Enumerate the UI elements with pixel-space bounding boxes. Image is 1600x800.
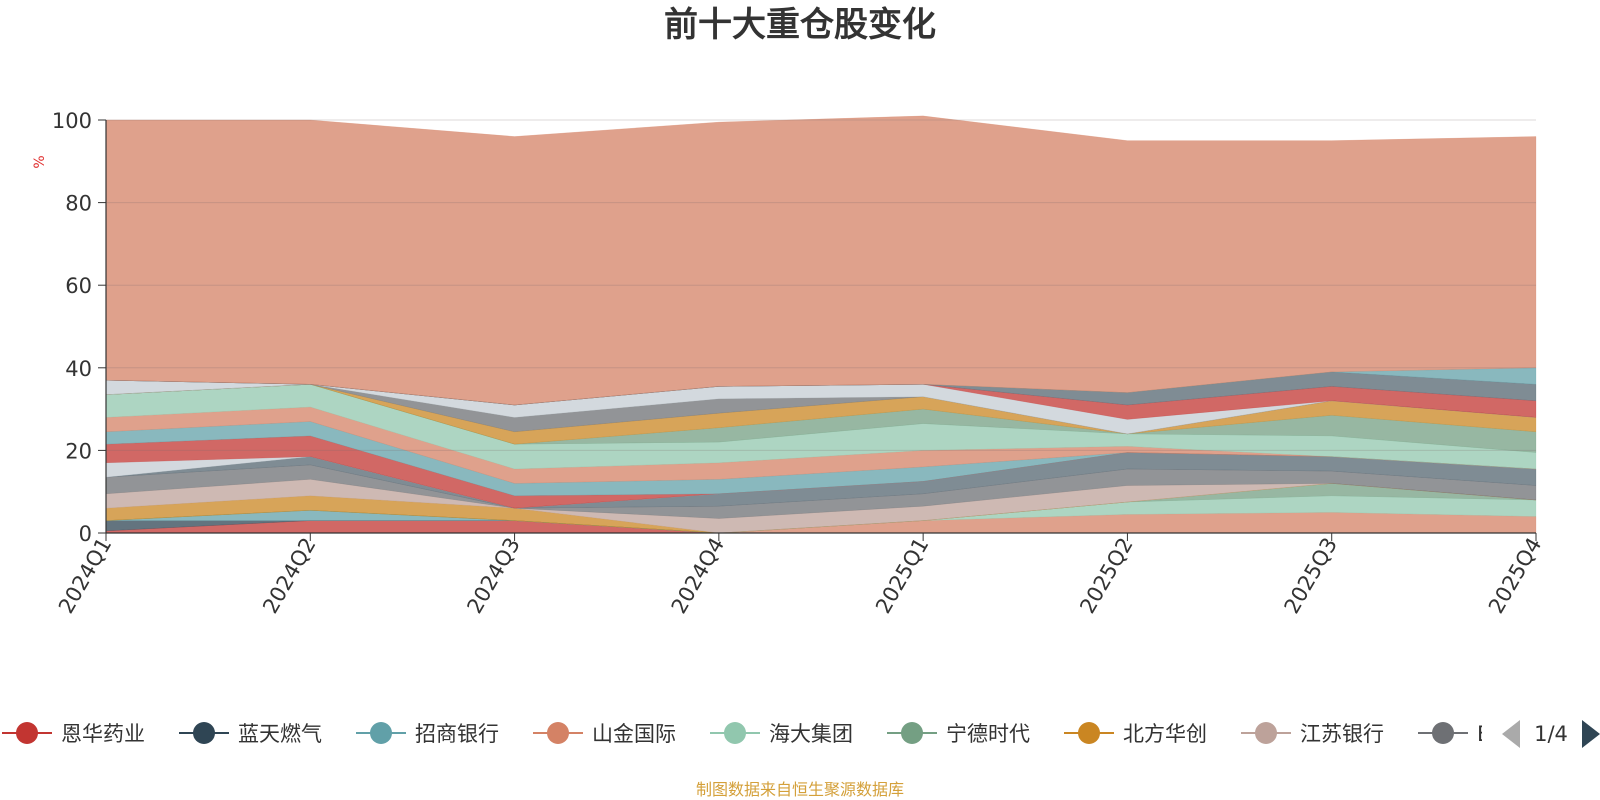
x-tick-label-2024Q2: 2024Q2 — [258, 534, 320, 618]
legend-label: 海大集团 — [769, 722, 853, 746]
legend-item-3[interactable]: 招商银行 — [356, 722, 499, 746]
y-tick-label-20: 20 — [65, 439, 92, 463]
y-tick-label-100: 100 — [52, 109, 92, 133]
y-tick-label-40: 40 — [65, 357, 92, 381]
legend-marker-icon — [370, 722, 392, 744]
legend-item-5[interactable]: 海大集团 — [710, 722, 853, 746]
legend-item-8[interactable]: 江苏银行 — [1241, 722, 1384, 746]
legend-marker-icon — [547, 722, 569, 744]
legend-item-2[interactable]: 蓝天燃气 — [179, 722, 322, 746]
legend-label: 江苏银行 — [1300, 722, 1384, 746]
triangle-left-icon[interactable] — [1502, 720, 1520, 748]
legend-label: 山金国际 — [592, 722, 676, 746]
x-tick-label-2024Q3: 2024Q3 — [462, 534, 524, 618]
legend-marker-icon — [901, 722, 923, 744]
area-series-21 — [105, 371, 1537, 406]
legend-item-1[interactable]: 恩华药业 — [2, 722, 145, 746]
legend-marker-icon — [1078, 722, 1100, 744]
legend-label: 招商银行 — [415, 722, 499, 746]
legend-label: 恩华药业 — [61, 722, 145, 746]
legend-label: 宁德时代 — [946, 722, 1030, 746]
area-series-22 — [105, 367, 1537, 406]
legend-item-4[interactable]: 山金国际 — [533, 722, 676, 746]
x-tick-label-2024Q1: 2024Q1 — [54, 534, 116, 618]
legend-label: E — [1477, 722, 1490, 746]
y-tick-label-0: 0 — [79, 522, 92, 546]
data-source-note: 制图数据来自恒生聚源数据库 — [696, 780, 904, 799]
y-axis-unit: % — [32, 155, 48, 168]
y-tick-label-60: 60 — [65, 274, 92, 298]
legend-items: 恩华药业 蓝天燃气 招商银行 山金国际 海大集团 宁德时代 北方华创 江苏银行 E — [2, 722, 1490, 746]
x-tick-label-2024Q4: 2024Q4 — [667, 534, 729, 618]
legend-item-6[interactable]: 宁德时代 — [887, 722, 1030, 746]
area-series-20 — [105, 379, 1537, 420]
area-series-3 — [105, 510, 1536, 534]
x-tick-label-2025Q1: 2025Q1 — [871, 534, 933, 618]
legend-marker-icon — [1432, 722, 1454, 744]
x-tick-label-2025Q2: 2025Q2 — [1075, 534, 1137, 618]
legend-marker-icon — [193, 722, 215, 744]
grid-lines — [106, 119, 1536, 451]
area-series-group — [105, 115, 1537, 534]
legend-page-indicator: 1/4 — [1534, 722, 1568, 746]
x-tick-label-2025Q3: 2025Q3 — [1280, 534, 1342, 618]
area-series-19 — [105, 379, 1537, 435]
legend-label: 北方华创 — [1123, 722, 1207, 746]
y-tick-label-80: 80 — [65, 192, 92, 216]
legend-marker-icon — [1255, 722, 1277, 744]
legend: 恩华药业 蓝天燃气 招商银行 山金国际 海大集团 宁德时代 北方华创 江苏银行 E — [2, 722, 1490, 746]
legend-marker-icon — [16, 722, 38, 744]
legend-item-7[interactable]: 北方华创 — [1064, 722, 1207, 746]
x-tick-label-2025Q4: 2025Q4 — [1484, 534, 1546, 618]
legend-label: 蓝天燃气 — [238, 722, 322, 746]
legend-marker-icon — [724, 722, 746, 744]
chart-title: 前十大重仓股变化 — [664, 5, 936, 45]
legend-item-9[interactable]: E — [1418, 722, 1490, 746]
area-series-23 — [105, 115, 1537, 406]
legend-pager: 1/4 — [1502, 720, 1600, 748]
triangle-right-icon[interactable] — [1582, 720, 1600, 748]
